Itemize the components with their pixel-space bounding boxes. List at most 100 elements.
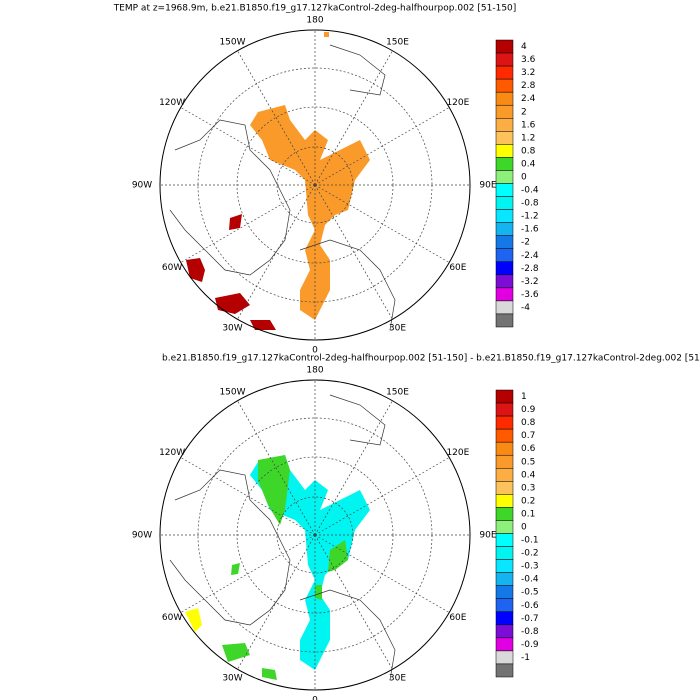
colorbar-box [495,104,514,119]
longitude-label: 120W [159,98,185,108]
colorbar-box [495,170,514,184]
colorbar-box [495,546,514,560]
colorbar-box [495,131,514,145]
colorbar-label: 0.8 [521,146,536,156]
longitude-label: 60W [162,613,182,623]
colorbar-label: -0.3 [521,562,539,572]
colorbar-box [495,415,514,430]
colorbar-label: -0.4 [521,575,539,585]
longitude-label: 30E [389,323,406,333]
colorbar-box [495,520,514,534]
colorbar-box [495,389,514,404]
colorbar-label: -3.6 [521,290,539,300]
colorbar-box [495,300,514,315]
colorbar-box [495,585,514,599]
colorbar-label: -4 [521,303,530,313]
colorbar-label: -0.5 [521,588,539,598]
colorbar-box [495,118,514,132]
green-area [315,585,322,600]
colorbar-label: -0.4 [521,186,539,196]
colorbar-box [495,481,514,495]
colorbar-box [495,533,514,547]
colorbar-box [495,650,514,665]
colorbar-box [495,274,514,289]
colorbar-box [495,624,514,639]
longitude-label: 90E [479,181,496,191]
colorbar-box [495,248,514,263]
colorbar-label: -1.2 [521,212,539,222]
coastlines [169,44,396,681]
colorbar-box [495,78,514,93]
colorbar-box [495,235,514,249]
colorbar-label: 1.6 [521,120,536,130]
meridian-line [314,457,450,536]
field-fill [185,455,370,680]
colorbar-box [495,428,514,443]
colorbar-box [495,494,514,508]
colorbar-box [495,261,514,276]
colorbar-label: 0.4 [521,470,536,480]
orange-area [250,105,370,320]
longitude-label: 60W [162,263,182,273]
green-area [231,563,240,575]
colorbar-box [495,222,514,236]
green-area [222,643,250,662]
red-area [229,214,242,230]
meridian-line [314,534,450,613]
colorbar-box [495,52,514,67]
colorbar-box [495,313,514,328]
green-area [328,540,348,572]
longitude-label: 90W [132,531,152,541]
longitude-label: 30W [222,323,242,333]
colorbar-label: 0.5 [521,457,535,467]
colorbar-label: -1.6 [521,225,539,235]
colorbar-box [495,637,514,652]
colorbar-label: 0 [521,522,527,532]
longitude-label: 60E [449,263,466,273]
longitude-label: 120E [446,98,469,108]
colorbar-box [495,559,514,573]
panel-title: TEMP at z=1968.9m, b.e21.B1850.f19_g17.1… [113,4,517,14]
colorbar-label: 3.6 [521,55,536,65]
colorbar-label: 2.8 [521,81,536,91]
colorbar-label: -0.7 [521,614,539,624]
field-fill [186,32,370,330]
map-boundary [159,29,471,341]
longitude-label: 30W [222,673,242,683]
colorbar-label: -3.2 [521,277,539,287]
colorbar-box [495,196,514,210]
colorbar-label: 0.7 [521,431,535,441]
colorbar-label: -0.8 [521,627,539,637]
colorbar-label: 2.4 [521,94,536,104]
colorbar-label: -0.2 [521,549,539,559]
meridian-line [314,50,393,186]
longitude-label: 180 [306,366,323,376]
colorbar-box [495,157,514,171]
colorbar-label: 0.8 [521,418,536,428]
colorbar-box [495,65,514,80]
longitude-label: 120E [446,448,469,458]
meridian-line [314,534,393,670]
colorbar-label: 2 [521,107,527,117]
longitude-label: 120W [159,448,185,458]
colorbar-box [495,144,514,158]
colorbar-label: 1.2 [521,133,535,143]
coastline [169,119,291,276]
colorbar-box [495,183,514,197]
longitude-label: 90E [479,531,496,541]
panel-title: b.e21.B1850.f19_g17.127kaControl-2deg-ha… [162,354,700,364]
colorbar-label: 0 [521,172,527,182]
longitude-label: 180 [306,16,323,26]
colorbar-label: 4 [521,42,527,52]
colorbar-box [495,91,514,106]
coastline [329,44,386,96]
meridian-line [180,534,316,613]
coastline [299,239,396,331]
colorbar-label: 0.1 [521,509,535,519]
longitude-label: 30E [389,673,406,683]
meridian-line [180,457,316,536]
colorbar-box [495,39,514,54]
colorbar-box [495,468,514,482]
meridian-line [180,107,316,186]
meridian-line [237,184,316,320]
